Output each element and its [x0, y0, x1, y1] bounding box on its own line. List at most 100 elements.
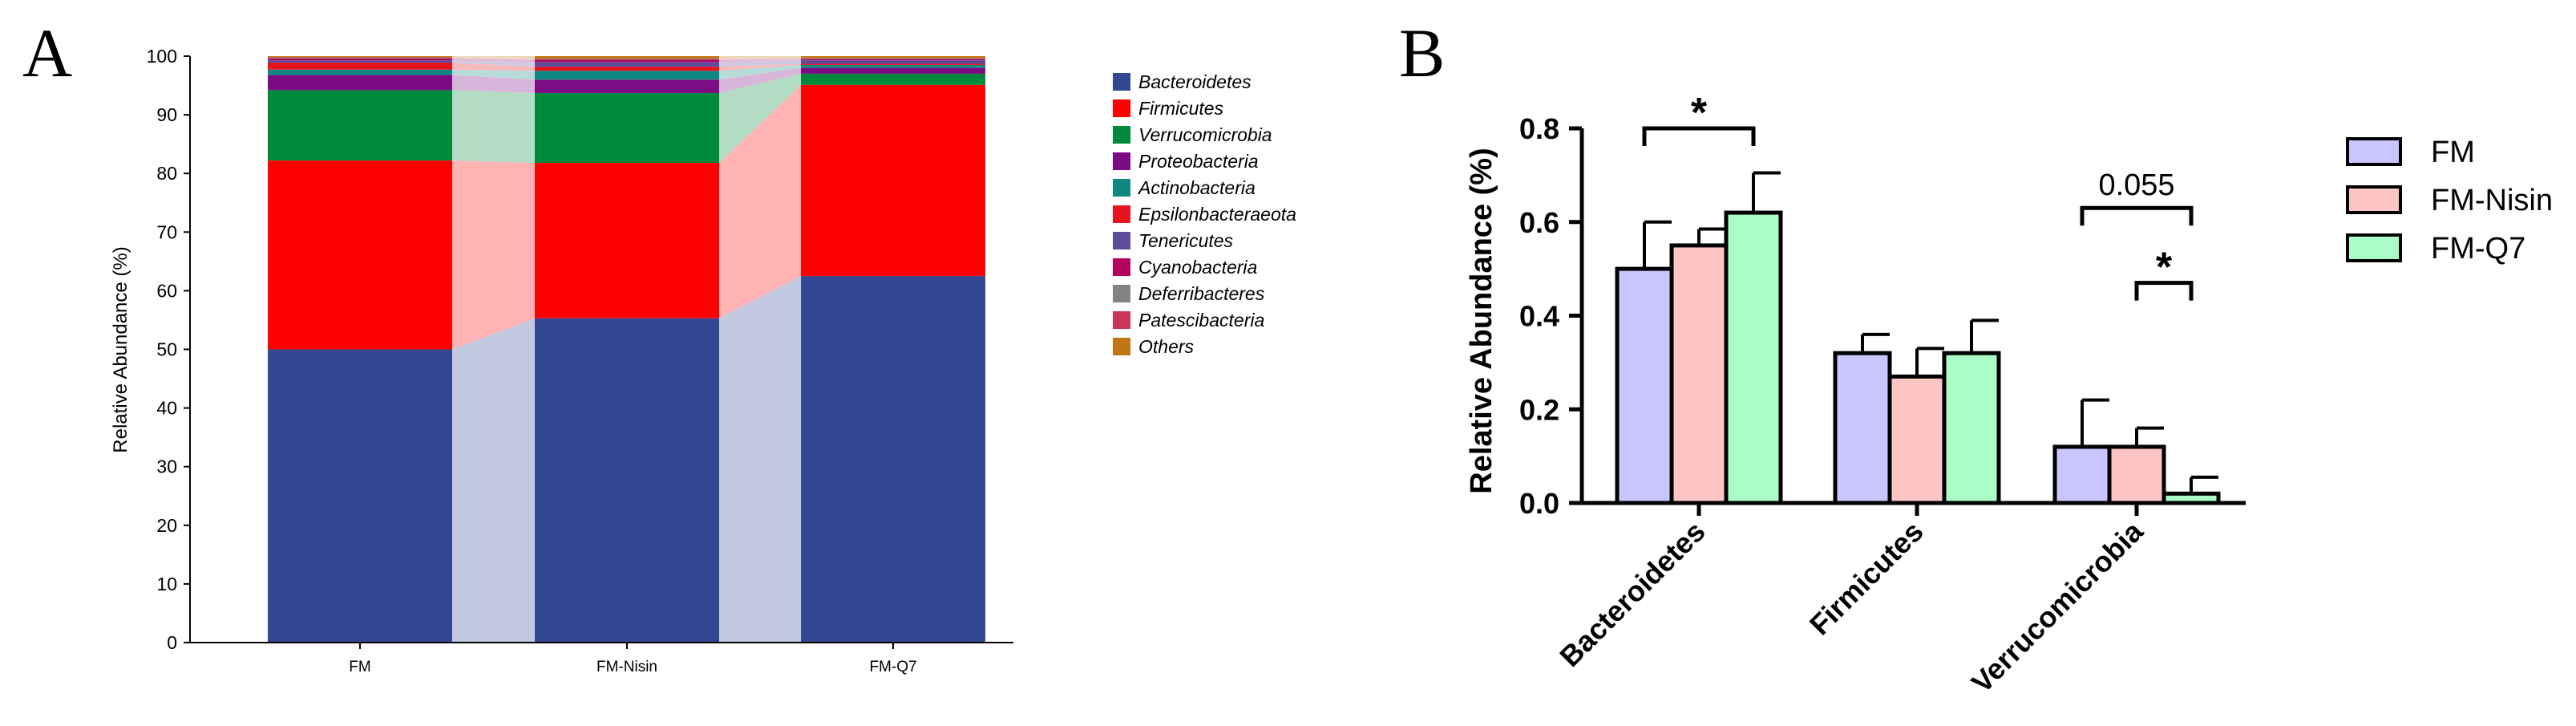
bar-segment-fm-patescibacteria — [268, 57, 452, 59]
bar-firmicutes-fm — [1833, 351, 1892, 505]
legend-swatch-fm-nisin — [2346, 185, 2402, 214]
y-tick-label-b: 0.0 — [1519, 487, 1559, 520]
stacked-bars — [268, 56, 985, 643]
legend-label-fm-nisin: FM-Nisin — [2431, 184, 2553, 217]
connector-deferribacteres — [452, 58, 535, 60]
y-tick-label-b: 0.6 — [1519, 206, 1559, 239]
connector-epsilonbacteraeota — [452, 63, 535, 71]
significance-bracket — [2134, 281, 2194, 301]
significance-label: * — [2156, 245, 2173, 291]
stack-connectors — [452, 56, 801, 643]
y-axis-label-a: Relative Abundance (%) — [110, 246, 131, 452]
bar-verrucomicrobia-fm — [2052, 444, 2112, 505]
bar-segment-fm-q7-patescibacteria — [801, 58, 985, 59]
y-tick-label-a: 30 — [156, 456, 177, 477]
bar-bacteroidetes-fm-nisin — [1669, 243, 1729, 505]
legend-label-patescibacteria: Patescibacteria — [1138, 310, 1264, 331]
significance-label: * — [1691, 90, 1708, 136]
bar-segment-fm-q7-firmicutes — [801, 84, 985, 277]
connector-actinobacteria — [452, 69, 535, 80]
significance-bracket — [2080, 205, 2194, 226]
significance-annotations: * 0.055 * — [1642, 90, 2194, 301]
connector-patescibacteria — [452, 57, 535, 59]
legend-swatch-fm-q7 — [2346, 233, 2402, 262]
legend-swatch-fm — [2346, 137, 2402, 166]
y-tick-label-a: 80 — [156, 163, 177, 184]
significance-bracket — [1642, 126, 1756, 146]
legend-label-epsilonbacteraeota: Epsilonbacteraeota — [1138, 204, 1296, 225]
bar-segment-fm-tenericutes — [268, 60, 452, 63]
bar-segment-fm-others — [268, 56, 452, 58]
connector-patescibacteria — [719, 58, 801, 59]
bar-segment-fm-nisin-verrucomicrobia — [535, 93, 719, 164]
y-tick-label-a: 0 — [167, 632, 177, 653]
legend-swatch-deferribacteres — [1113, 285, 1130, 302]
bar-segment-fm-actinobacteria — [268, 69, 452, 75]
significance-label: 0.055 — [2098, 168, 2174, 202]
connector-proteobacteria — [452, 75, 535, 94]
legend-swatch-cyanobacteria — [1113, 258, 1130, 276]
panel-a-label: A — [22, 14, 72, 91]
bar-segment-fm-bacteroidetes — [268, 349, 452, 643]
x-tick-label-a: FM-Nisin — [596, 659, 657, 675]
connector-actinobacteria — [719, 64, 801, 80]
panel-b: B 0.0 0.2 0.4 0.6 0.8 Bacteroidetes Firmicute… — [1399, 14, 2553, 700]
y-tick-label-b: 0.2 — [1519, 393, 1559, 426]
connector-bacteroidetes — [719, 276, 801, 643]
x-tick-label-a: FM — [349, 659, 370, 675]
bar-segment-fm-q7-actinobacteria — [801, 64, 985, 68]
error-bars — [1643, 171, 2218, 494]
bar-segment-fm-nisin-others — [535, 56, 719, 59]
legend-swatch-others — [1113, 338, 1130, 355]
legend-swatch-tenericutes — [1113, 232, 1130, 249]
bar-segment-fm-nisin-cyanobacteria — [535, 59, 719, 63]
bar-segment-fm-q7-others — [801, 56, 985, 59]
connector-others — [452, 56, 535, 59]
panel-a: A 0 10 20 30 40 50 60 70 80 90 100 FM FM-Nisin FM-Q7… — [22, 14, 1296, 675]
y-tick-label-a: 90 — [156, 104, 177, 125]
bar-segment-fm-q7-epsilonbacteraeota — [801, 63, 985, 65]
bar-segment-fm-nisin-deferribacteres — [535, 59, 719, 60]
legend-swatch-verrucomicrobia — [1113, 126, 1130, 144]
legend-label-verrucomicrobia: Verrucomicrobia — [1138, 124, 1272, 145]
y-ticks-a: 0 10 20 30 40 50 60 70 80 90 100 — [147, 46, 190, 653]
legend-swatch-patescibacteria — [1113, 311, 1130, 329]
bar-segment-fm-verrucomicrobia — [268, 90, 452, 161]
bar-segment-fm-q7-cyanobacteria — [801, 59, 985, 61]
bar-segment-fm-nisin-bacteroidetes — [535, 318, 719, 643]
bar-segment-fm-nisin-actinobacteria — [535, 71, 719, 80]
y-tick-label-a: 70 — [156, 221, 177, 242]
legend-label-actinobacteria: Actinobacteria — [1137, 177, 1256, 198]
bar-bacteroidetes-fm — [1615, 266, 1674, 505]
legend-swatch-firmicutes — [1113, 99, 1130, 117]
legend-label-cyanobacteria: Cyanobacteria — [1138, 257, 1257, 278]
legend-label-proteobacteria: Proteobacteria — [1138, 151, 1259, 172]
legend-swatch-epsilonbacteraeota — [1113, 205, 1130, 223]
bar-segment-fm-q7-tenericutes — [801, 60, 985, 64]
legend-label-firmicutes: Firmicutes — [1138, 98, 1224, 119]
legend-a: Bacteroidetes Firmicutes Verrucomicrobia Pr… — [1113, 71, 1296, 357]
x-tick-label-a: FM-Q7 — [869, 659, 916, 675]
connector-verrucomicrobia — [719, 73, 801, 164]
bar-segment-fm-cyanobacteria — [268, 58, 452, 61]
y-tick-label-a: 40 — [156, 398, 177, 419]
connector-epsilonbacteraeota — [719, 63, 801, 71]
legend-label-bacteroidetes: Bacteroidetes — [1138, 71, 1252, 92]
y-tick-label-a: 20 — [156, 515, 177, 536]
bar-segment-fm-firmicutes — [268, 160, 452, 350]
bar-segment-fm-q7-proteobacteria — [801, 67, 985, 74]
connector-others — [719, 56, 801, 59]
x-tick-label-b: Firmicutes — [1803, 515, 1930, 642]
x-tick-label-b: Bacteroidetes — [1553, 515, 1711, 673]
y-tick-label-a: 10 — [156, 574, 177, 594]
legend-label-fm-q7: FM-Q7 — [2431, 232, 2525, 266]
connector-tenericutes — [452, 60, 535, 67]
bar-firmicutes-fm-q7 — [1942, 351, 2001, 505]
bar-segment-fm-nisin-firmicutes — [535, 163, 719, 318]
connector-verrucomicrobia — [452, 90, 535, 164]
x-tick-label-b: Verrucomicrobia — [1965, 514, 2150, 700]
legend-label-fm: FM — [2431, 136, 2475, 169]
legend-b: FM FM-Nisin FM-Q7 — [2346, 136, 2553, 266]
y-tick-label-b: 0.4 — [1519, 300, 1559, 333]
legend-label-tenericutes: Tenericutes — [1138, 230, 1234, 251]
